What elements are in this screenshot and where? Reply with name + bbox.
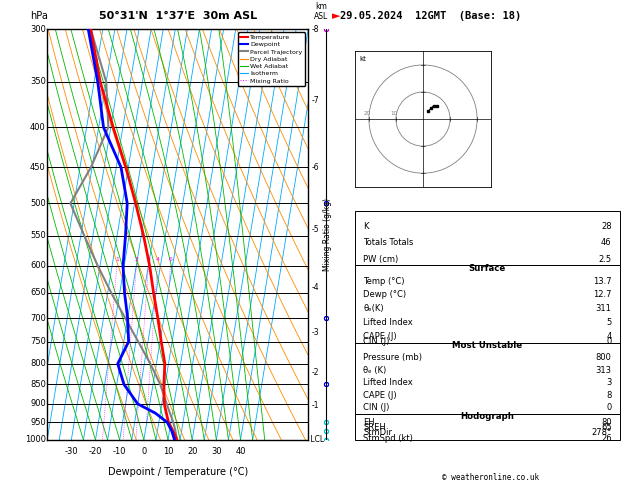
Text: Surface: Surface [469,263,506,273]
Text: 6: 6 [169,257,172,262]
Text: Totals Totals: Totals Totals [364,239,414,247]
Text: 80: 80 [601,418,611,427]
Text: 3: 3 [606,378,611,387]
Text: PW (cm): PW (cm) [364,255,399,264]
Text: CIN (J): CIN (J) [364,337,390,346]
Text: 0: 0 [606,337,611,346]
Text: Temp (°C): Temp (°C) [364,277,405,286]
Text: hPa: hPa [30,11,48,21]
Text: -2: -2 [312,367,320,377]
Text: SREH: SREH [364,423,386,433]
Text: 400: 400 [30,123,46,132]
Text: 278°: 278° [591,429,611,437]
Text: 46: 46 [601,239,611,247]
Text: -6: -6 [312,163,320,172]
Text: 13.7: 13.7 [593,277,611,286]
Text: 550: 550 [30,231,46,241]
Text: 650: 650 [30,288,46,297]
Text: Most Unstable: Most Unstable [452,341,523,349]
Text: 850: 850 [30,380,46,389]
Text: LCL: LCL [308,434,325,444]
Text: 8: 8 [606,391,611,400]
Text: 800: 800 [30,359,46,368]
Text: Lifted Index: Lifted Index [364,378,413,387]
Text: 10: 10 [163,447,173,456]
Text: K: K [364,222,369,231]
Text: 750: 750 [30,337,46,346]
Text: 10: 10 [391,111,398,116]
Text: Dewp (°C): Dewp (°C) [364,290,406,299]
Text: 500: 500 [30,199,46,208]
Text: 4: 4 [606,332,611,341]
Bar [355,265,620,343]
Text: -7: -7 [312,96,320,105]
Text: CAPE (J): CAPE (J) [364,332,397,341]
Text: 1: 1 [115,257,119,262]
Text: 28: 28 [601,222,611,231]
Text: 5: 5 [606,318,611,327]
Text: © weatheronline.co.uk: © weatheronline.co.uk [442,473,539,482]
Text: 450: 450 [30,163,46,172]
Text: Hodograph: Hodograph [460,413,515,421]
Text: 2.5: 2.5 [599,255,611,264]
Text: 900: 900 [30,399,46,408]
Text: -4: -4 [312,283,320,292]
Text: 20: 20 [187,447,198,456]
Text: Dewpoint / Temperature (°C): Dewpoint / Temperature (°C) [108,467,248,477]
Bar [355,211,620,265]
Text: ►: ► [332,11,341,21]
Text: 0: 0 [606,403,611,412]
Text: 800: 800 [596,353,611,362]
Text: θₑ(K): θₑ(K) [364,304,384,313]
Text: StmDir: StmDir [364,429,392,437]
Text: EH: EH [364,418,375,427]
Text: 300: 300 [30,25,46,34]
Text: km
ASL: km ASL [314,1,328,21]
Text: 3: 3 [147,257,150,262]
Text: CAPE (J): CAPE (J) [364,391,397,400]
Text: 350: 350 [30,77,46,86]
Text: StmSpd (kt): StmSpd (kt) [364,434,413,442]
Text: 65: 65 [601,423,611,433]
Text: 50°31'N  1°37'E  30m ASL: 50°31'N 1°37'E 30m ASL [99,11,257,21]
Text: -1: -1 [312,401,320,410]
Text: 1000: 1000 [25,435,46,444]
Text: -30: -30 [65,447,78,456]
Text: Pressure (mb): Pressure (mb) [364,353,422,362]
Text: 700: 700 [30,313,46,323]
Text: 313: 313 [596,365,611,375]
Bar [355,414,620,440]
Text: 30: 30 [211,447,221,456]
Legend: Temperature, Dewpoint, Parcel Trajectory, Dry Adiabat, Wet Adiabat, Isotherm, Mi: Temperature, Dewpoint, Parcel Trajectory… [238,32,305,86]
Text: -10: -10 [113,447,126,456]
Text: kt: kt [359,55,366,62]
Text: -3: -3 [312,328,320,337]
Text: 311: 311 [596,304,611,313]
Text: CIN (J): CIN (J) [364,403,390,412]
Text: Lifted Index: Lifted Index [364,318,413,327]
Bar [355,343,620,414]
Text: 2: 2 [135,257,138,262]
Text: 950: 950 [30,418,46,427]
Text: θₑ (K): θₑ (K) [364,365,387,375]
Text: 12.7: 12.7 [593,290,611,299]
Text: -20: -20 [89,447,103,456]
Text: 0: 0 [142,447,147,456]
Text: Mixing Ratio (g/kg): Mixing Ratio (g/kg) [323,198,332,271]
Text: 40: 40 [235,447,246,456]
Text: 20: 20 [364,111,370,116]
Text: 4: 4 [155,257,159,262]
Text: -8: -8 [312,25,320,34]
Text: -5: -5 [312,225,320,234]
Text: 26: 26 [601,434,611,442]
Text: 600: 600 [30,261,46,270]
Text: 29.05.2024  12GMT  (Base: 18): 29.05.2024 12GMT (Base: 18) [340,11,521,21]
